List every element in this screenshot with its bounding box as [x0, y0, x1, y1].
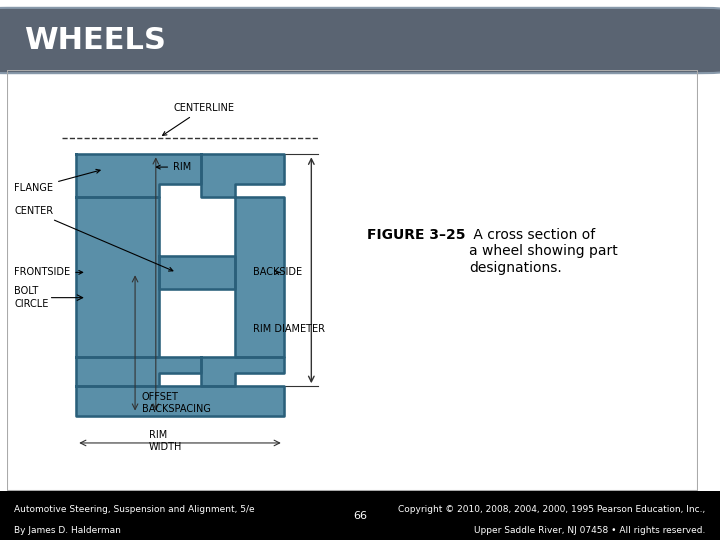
- Text: RIM: RIM: [149, 429, 167, 440]
- Text: WHEELS: WHEELS: [24, 26, 166, 55]
- Text: BOLT: BOLT: [14, 286, 38, 296]
- Polygon shape: [235, 197, 284, 356]
- Text: By James D. Halderman: By James D. Halderman: [14, 526, 121, 535]
- Polygon shape: [76, 197, 159, 356]
- Polygon shape: [76, 386, 284, 416]
- Text: CIRCLE: CIRCLE: [14, 299, 48, 309]
- Text: WIDTH: WIDTH: [149, 442, 182, 452]
- Polygon shape: [201, 154, 284, 197]
- Text: A cross section of
a wheel showing part
designations.: A cross section of a wheel showing part …: [469, 228, 618, 274]
- FancyBboxPatch shape: [0, 8, 720, 73]
- Text: BACKSIDE: BACKSIDE: [253, 267, 302, 278]
- Text: CENTER: CENTER: [14, 206, 173, 271]
- Text: Copyright © 2010, 2008, 2004, 2000, 1995 Pearson Education, Inc.,: Copyright © 2010, 2008, 2004, 2000, 1995…: [398, 505, 706, 514]
- Text: FRONTSIDE: FRONTSIDE: [14, 267, 83, 278]
- Text: Upper Saddle River, NJ 07458 • All rights reserved.: Upper Saddle River, NJ 07458 • All right…: [474, 526, 706, 535]
- Text: RIM: RIM: [156, 162, 192, 172]
- Text: OFFSET: OFFSET: [142, 392, 179, 402]
- Text: RIM DIAMETER: RIM DIAMETER: [253, 324, 325, 334]
- Polygon shape: [76, 154, 201, 197]
- Text: 66: 66: [353, 511, 367, 521]
- Text: FLANGE: FLANGE: [14, 170, 100, 193]
- Text: CENTERLINE: CENTERLINE: [163, 103, 234, 136]
- Polygon shape: [201, 356, 284, 386]
- Polygon shape: [76, 356, 201, 386]
- Text: FIGURE 3–25: FIGURE 3–25: [366, 228, 465, 242]
- Text: BACKSPACING: BACKSPACING: [142, 404, 211, 414]
- Text: Automotive Steering, Suspension and Alignment, 5/e: Automotive Steering, Suspension and Alig…: [14, 505, 255, 514]
- Polygon shape: [159, 255, 235, 289]
